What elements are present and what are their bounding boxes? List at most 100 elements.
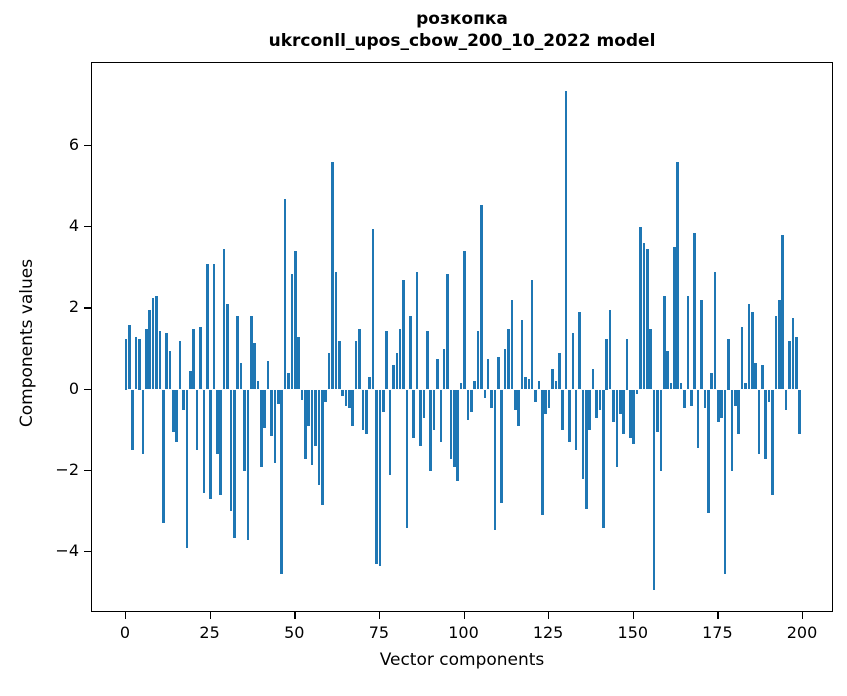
- bar-component-86: [415, 271, 419, 390]
- bar-component-77: [385, 330, 388, 390]
- bar-component-66: [348, 389, 351, 408]
- bar-component-33: [236, 316, 239, 390]
- x-tick-label-25: 25: [199, 623, 220, 642]
- bar-component-5: [141, 389, 145, 455]
- bar-component-132: [571, 332, 575, 390]
- bar-component-162: [673, 247, 676, 390]
- bar-component-136: [585, 389, 588, 510]
- bar-component-96: [449, 389, 453, 459]
- bar-component-71: [365, 389, 368, 435]
- bar-component-75: [378, 389, 382, 567]
- bar-component-190: [767, 389, 771, 402]
- bar-component-13: [168, 350, 172, 390]
- bar-component-27: [216, 389, 219, 455]
- bar-component-81: [398, 328, 402, 390]
- bar-component-47: [283, 198, 287, 390]
- bar-component-22: [199, 326, 202, 390]
- bar-component-0: [124, 338, 128, 390]
- bar-component-14: [172, 389, 175, 433]
- bar-component-167: [690, 389, 693, 406]
- bar-component-157: [656, 389, 659, 433]
- x-tick-label-100: 100: [448, 623, 479, 642]
- bar-component-69: [358, 328, 361, 390]
- bar-component-163: [676, 162, 680, 390]
- bar-component-3: [134, 336, 138, 390]
- x-tick-label-0: 0: [119, 623, 131, 642]
- bar-component-92: [436, 359, 439, 390]
- bar-component-164: [679, 383, 683, 390]
- bar-component-97: [453, 389, 456, 467]
- bar-component-158: [659, 389, 663, 471]
- bar-component-58: [321, 389, 324, 506]
- bar-component-117: [520, 320, 524, 390]
- bar-component-80: [395, 352, 399, 390]
- bar-component-16: [178, 340, 182, 390]
- plot-area: [91, 62, 833, 612]
- bar-component-44: [273, 389, 277, 463]
- x-tick-label-50: 50: [284, 623, 305, 642]
- bar-component-170: [700, 300, 703, 390]
- bar-component-171: [703, 389, 707, 408]
- y-tick-mark--2: [84, 469, 91, 471]
- bar-component-45: [277, 389, 280, 404]
- bar-component-102: [469, 389, 473, 412]
- bar-component-129: [561, 389, 564, 431]
- bar-component-17: [182, 389, 185, 410]
- bar-component-151: [635, 389, 639, 394]
- bar-component-176: [720, 389, 724, 418]
- bar-component-122: [537, 381, 541, 390]
- bar-component-35: [243, 389, 246, 471]
- bar-component-189: [764, 389, 768, 459]
- bar-component-7: [148, 310, 151, 390]
- bar-component-144: [612, 389, 615, 422]
- x-tick-mark-150: [632, 612, 635, 619]
- bar-component-12: [165, 332, 168, 390]
- chart-title-block: розкопка ukrconll_upos_cbow_200_10_2022 …: [91, 8, 833, 52]
- bar-component-180: [734, 389, 737, 406]
- bar-component-20: [192, 328, 195, 390]
- bar-component-121: [534, 389, 537, 402]
- bar-component-125: [547, 389, 551, 408]
- bar-component-52: [300, 389, 304, 400]
- bar-component-131: [568, 389, 571, 443]
- x-tick-mark-100: [463, 612, 465, 619]
- bar-component-182: [740, 326, 744, 390]
- bar-component-155: [649, 328, 652, 390]
- bar-component-55: [310, 389, 314, 465]
- y-tick-label-6: 6: [68, 134, 79, 154]
- bar-component-126: [551, 369, 554, 390]
- bar-component-173: [710, 373, 713, 390]
- bar-component-68: [354, 340, 358, 390]
- bar-component-140: [598, 389, 602, 410]
- bar-component-137: [588, 389, 592, 431]
- bar-component-111: [500, 389, 504, 504]
- bar-component-83: [405, 389, 409, 528]
- y-tick-mark-2: [84, 307, 91, 309]
- bar-component-73: [371, 229, 375, 390]
- bar-component-178: [727, 338, 730, 390]
- x-tick-label-150: 150: [617, 623, 649, 642]
- bar-component-179: [730, 389, 734, 471]
- bar-component-84: [409, 316, 412, 390]
- bar-component-135: [581, 389, 585, 479]
- bar-component-82: [402, 279, 405, 390]
- bar-component-174: [713, 271, 717, 390]
- bar-component-134: [578, 312, 581, 390]
- y-tick-label-0: 0: [68, 378, 79, 398]
- x-tick-mark-25: [209, 612, 211, 619]
- bar-component-99: [459, 383, 463, 390]
- bar-component-168: [693, 233, 696, 390]
- bar-component-70: [361, 389, 365, 431]
- bar-component-192: [774, 316, 778, 390]
- bar-component-89: [425, 330, 429, 390]
- bar-component-187: [757, 389, 761, 455]
- bar-component-9: [155, 296, 158, 390]
- bar-component-112: [503, 348, 507, 390]
- bar-component-104: [476, 330, 480, 390]
- bar-component-149: [629, 389, 632, 439]
- bar-component-188: [761, 365, 764, 390]
- bar-component-59: [324, 389, 327, 402]
- bar-component-85: [412, 389, 415, 439]
- bar-component-39: [256, 381, 260, 390]
